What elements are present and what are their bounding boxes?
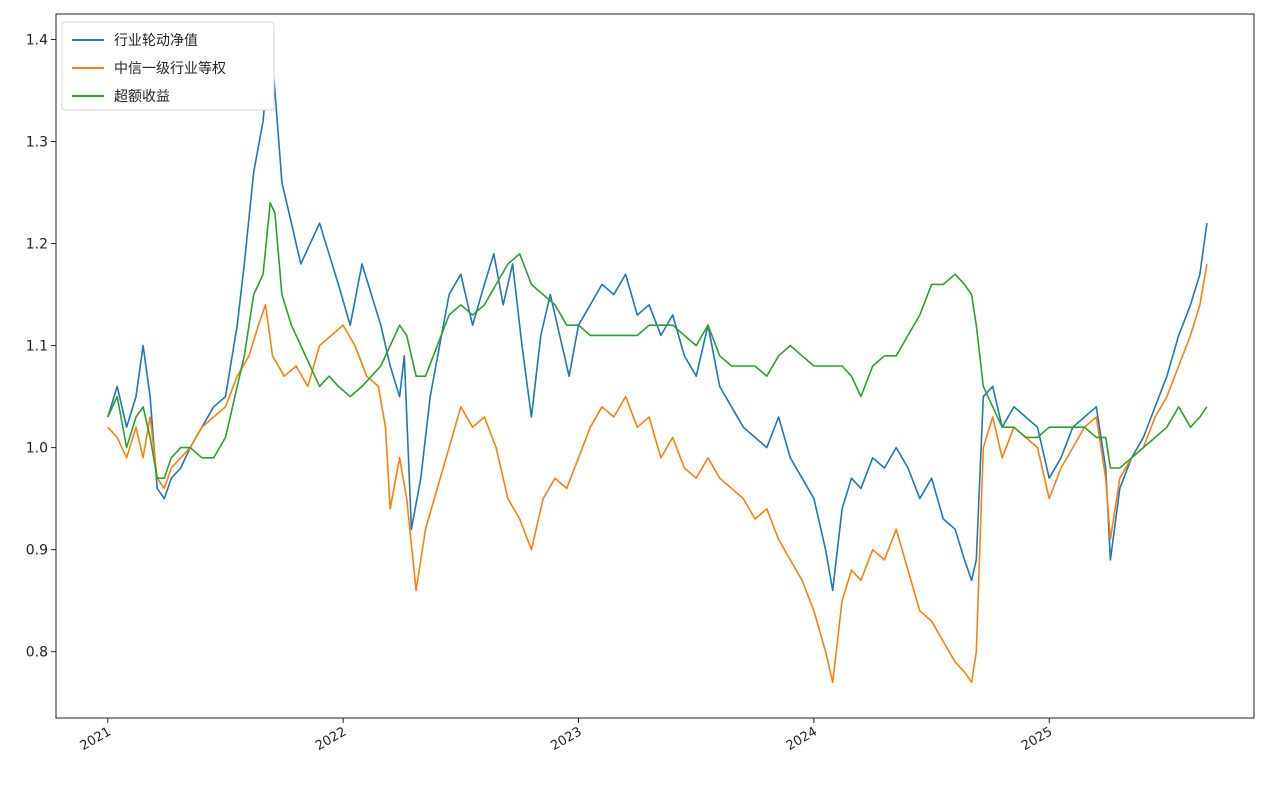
legend-label-0: 行业轮动净值 [114,33,198,49]
series-line-2 [107,202,1208,479]
y-tick-label: 0.8 [26,645,48,661]
y-tick-label: 1.1 [26,339,48,355]
legend-label-2: 超额收益 [114,89,170,105]
y-axis: 0.8 0.9 1.0 1.1 1.2 1.3 1.4 [26,33,56,661]
y-tick-label: 1.3 [26,135,48,151]
legend-box [61,21,275,111]
x-tick-label: 2025 [1019,724,1055,754]
series-layer [107,38,1208,684]
y-tick-label: 1.2 [26,237,48,253]
x-tick-label: 2024 [784,724,820,754]
x-tick-label: 2022 [313,724,349,754]
x-tick-label: 2021 [78,724,114,754]
x-tick-label: 2023 [548,724,584,754]
series-line-0 [107,38,1208,592]
legend-label-1: 中信一级行业等权 [114,60,226,77]
y-tick-label: 0.9 [26,543,48,559]
y-tick-label: 1.0 [26,441,48,457]
plot-frame [55,13,1255,719]
y-tick-label: 1.4 [26,33,48,49]
x-axis: 2021 2022 2023 2024 2025 [78,718,1055,754]
